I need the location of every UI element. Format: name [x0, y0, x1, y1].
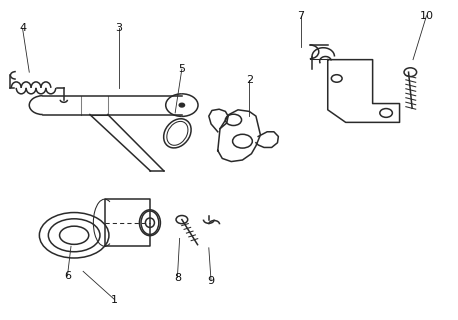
Text: 5: 5	[178, 64, 185, 74]
Text: 1: 1	[111, 294, 118, 305]
Text: 9: 9	[207, 276, 215, 286]
Text: 3: 3	[115, 23, 123, 33]
Text: 7: 7	[297, 11, 305, 21]
Circle shape	[179, 103, 185, 107]
Text: 2: 2	[245, 75, 253, 85]
Text: 4: 4	[19, 23, 26, 33]
Text: 10: 10	[420, 11, 433, 21]
Text: 6: 6	[64, 271, 71, 281]
Text: 8: 8	[174, 273, 181, 283]
